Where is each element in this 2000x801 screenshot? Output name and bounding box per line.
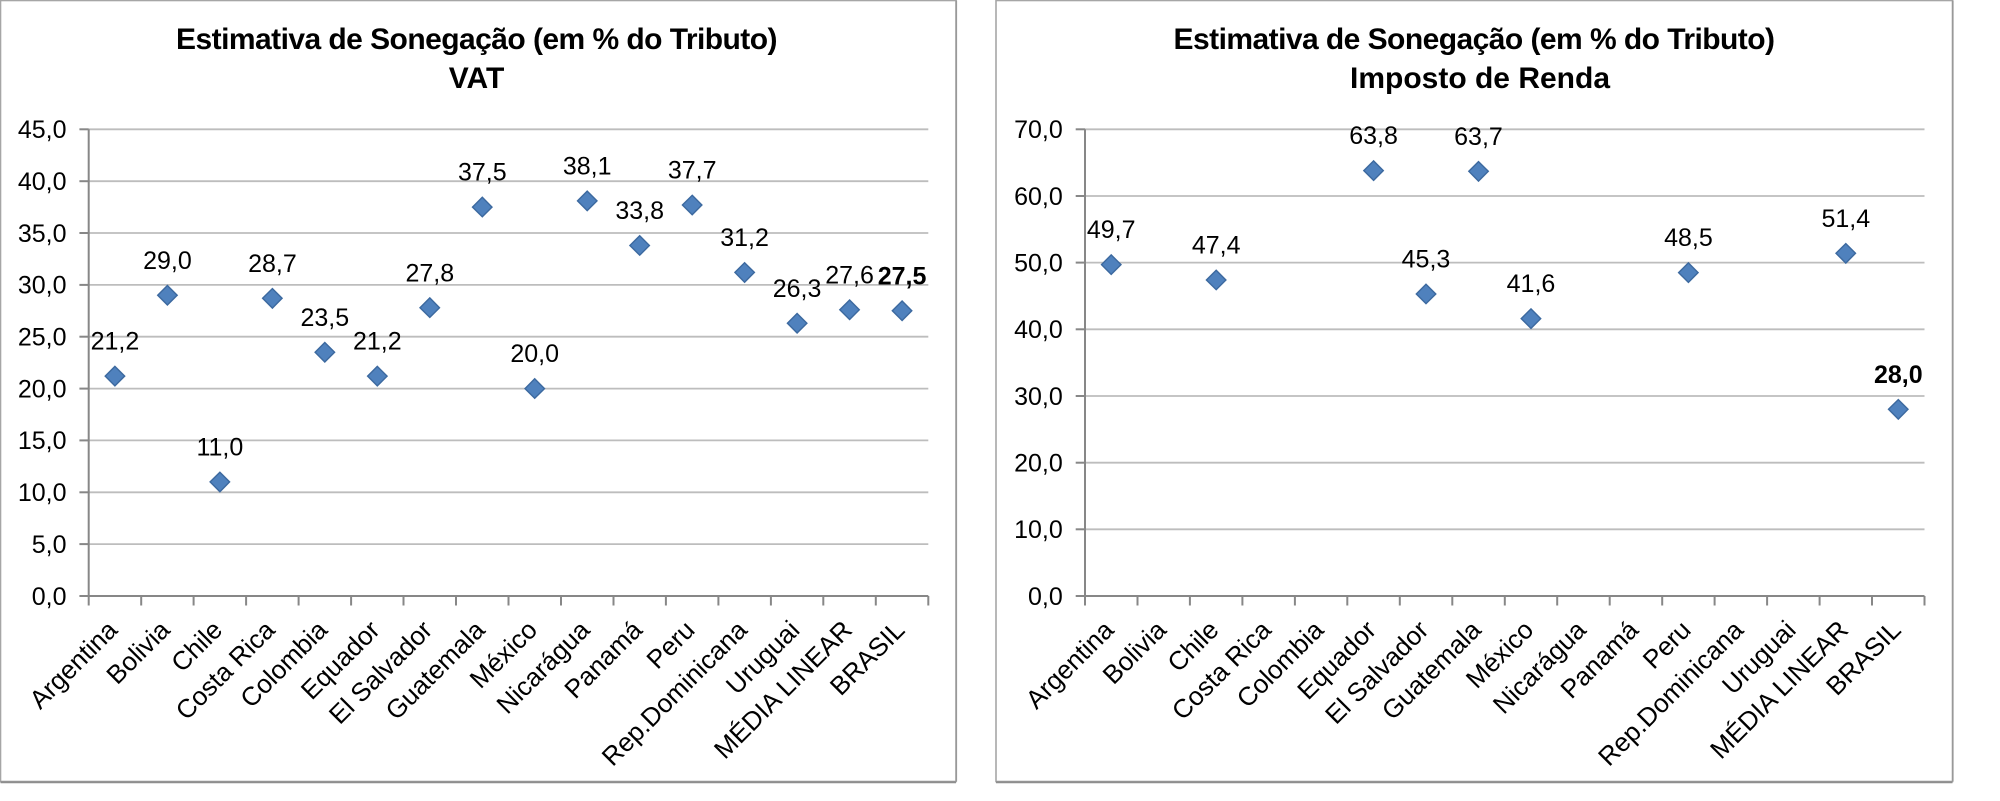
- svg-text:21,2: 21,2: [91, 328, 140, 356]
- svg-text:49,7: 49,7: [1087, 216, 1136, 244]
- svg-text:25,0: 25,0: [18, 324, 67, 352]
- svg-text:60,0: 60,0: [1014, 183, 1063, 211]
- svg-text:Imposto de Renda: Imposto de Renda: [1350, 62, 1610, 95]
- svg-text:15,0: 15,0: [18, 427, 67, 455]
- svg-text:26,3: 26,3: [773, 275, 822, 303]
- svg-text:40,0: 40,0: [1014, 316, 1063, 344]
- svg-text:48,5: 48,5: [1664, 224, 1713, 252]
- svg-text:10,0: 10,0: [1014, 516, 1063, 544]
- svg-text:27,6: 27,6: [825, 261, 874, 289]
- svg-text:Estimativa de Sonegação (em %: Estimativa de Sonegação (em % do Tributo…: [1174, 23, 1775, 56]
- svg-text:27,5: 27,5: [878, 262, 927, 290]
- svg-text:50,0: 50,0: [1014, 249, 1063, 277]
- svg-text:28,0: 28,0: [1874, 361, 1923, 389]
- svg-text:35,0: 35,0: [18, 220, 67, 248]
- svg-text:20,0: 20,0: [18, 375, 67, 403]
- svg-text:23,5: 23,5: [300, 304, 349, 332]
- svg-text:11,0: 11,0: [196, 434, 243, 462]
- svg-text:27,8: 27,8: [405, 259, 454, 287]
- svg-text:Estimativa de Sonegação (em %: Estimativa de Sonegação (em % do Tributo…: [176, 23, 777, 56]
- svg-text:21,2: 21,2: [353, 328, 402, 356]
- svg-text:70,0: 70,0: [1014, 116, 1063, 144]
- svg-text:63,7: 63,7: [1454, 123, 1503, 151]
- svg-text:5,0: 5,0: [32, 531, 67, 559]
- svg-text:38,1: 38,1: [563, 153, 612, 181]
- svg-text:47,4: 47,4: [1192, 232, 1241, 260]
- svg-text:0,0: 0,0: [32, 583, 67, 611]
- svg-text:63,8: 63,8: [1349, 122, 1398, 150]
- svg-text:33,8: 33,8: [615, 197, 664, 225]
- svg-text:45,0: 45,0: [18, 116, 67, 144]
- svg-text:37,7: 37,7: [668, 157, 717, 185]
- svg-text:45,3: 45,3: [1402, 246, 1451, 274]
- svg-text:37,5: 37,5: [458, 159, 507, 187]
- svg-text:20,0: 20,0: [510, 340, 559, 368]
- svg-text:41,6: 41,6: [1507, 270, 1556, 298]
- svg-text:29,0: 29,0: [143, 247, 192, 275]
- svg-text:51,4: 51,4: [1821, 205, 1870, 233]
- svg-text:10,0: 10,0: [18, 479, 67, 507]
- svg-text:0,0: 0,0: [1028, 583, 1063, 611]
- svg-text:20,0: 20,0: [1014, 450, 1063, 478]
- svg-text:31,2: 31,2: [720, 224, 769, 252]
- svg-text:30,0: 30,0: [18, 272, 67, 300]
- svg-text:40,0: 40,0: [18, 168, 67, 196]
- svg-text:28,7: 28,7: [248, 250, 297, 278]
- svg-text:VAT: VAT: [449, 62, 505, 95]
- svg-text:30,0: 30,0: [1014, 383, 1063, 411]
